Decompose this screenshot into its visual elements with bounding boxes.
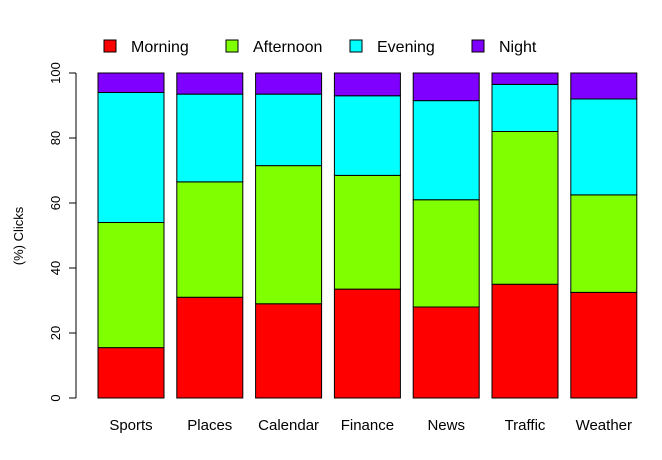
legend-swatch-afternoon bbox=[225, 39, 239, 53]
bar-calendar-afternoon bbox=[255, 165, 323, 305]
bar-finance-evening bbox=[333, 95, 401, 176]
x-tick-label-calendar: Calendar bbox=[258, 417, 319, 434]
bar-traffic-afternoon bbox=[491, 131, 559, 285]
x-tick-label-news: News bbox=[427, 417, 465, 434]
bar-weather-afternoon bbox=[570, 194, 638, 293]
bar-traffic-evening bbox=[491, 83, 559, 132]
bar-places-evening bbox=[176, 93, 244, 183]
bar-sports-night bbox=[97, 72, 165, 93]
bar-traffic-night bbox=[491, 72, 559, 85]
x-tick-label-traffic: Traffic bbox=[505, 417, 546, 434]
x-axis-labels: Sports Places Calendar Finance News Traffic We… bbox=[109, 417, 632, 434]
bar-sports-afternoon bbox=[97, 222, 165, 349]
bar-sports-morning bbox=[97, 347, 165, 399]
bar-places-night bbox=[176, 72, 244, 95]
bar-calendar-morning bbox=[255, 303, 323, 399]
bar-finance-morning bbox=[333, 288, 401, 399]
bar-news-morning bbox=[412, 306, 480, 399]
legend-label-evening: Evening bbox=[377, 39, 435, 56]
x-tick-label-weather: Weather bbox=[576, 417, 632, 434]
x-tick-label-places: Places bbox=[187, 417, 232, 434]
legend-label-afternoon: Afternoon bbox=[253, 39, 322, 56]
legend-swatch-evening bbox=[349, 39, 363, 53]
bar-finance-night bbox=[333, 72, 401, 97]
y-tick-label-0: 0 bbox=[48, 394, 63, 401]
y-tick-label-60: 60 bbox=[48, 196, 63, 210]
x-tick-label-finance: Finance bbox=[341, 417, 394, 434]
bars bbox=[97, 72, 638, 399]
bar-places-morning bbox=[176, 296, 244, 399]
bar-weather-morning bbox=[570, 291, 638, 399]
bar-news-evening bbox=[412, 100, 480, 201]
bar-finance-afternoon bbox=[333, 174, 401, 290]
y-tick-label-100: 100 bbox=[48, 62, 63, 84]
bar-places-afternoon bbox=[176, 181, 244, 298]
y-axis-title: (%) Clicks bbox=[11, 206, 26, 265]
legend: Morning Afternoon Evening Night bbox=[103, 39, 537, 56]
x-tick-label-sports: Sports bbox=[109, 417, 152, 434]
bar-news-night bbox=[412, 72, 480, 102]
y-axis: 0 20 40 60 80 100 bbox=[48, 62, 77, 402]
bar-calendar-night bbox=[255, 72, 323, 95]
bar-weather-evening bbox=[570, 98, 638, 196]
bar-calendar-evening bbox=[255, 93, 323, 167]
legend-swatch-morning bbox=[103, 39, 117, 53]
legend-swatch-night bbox=[471, 39, 485, 53]
bar-sports-evening bbox=[97, 92, 165, 223]
bar-traffic-morning bbox=[491, 283, 559, 399]
y-tick-label-20: 20 bbox=[48, 326, 63, 340]
y-tick-label-40: 40 bbox=[48, 261, 63, 275]
legend-label-night: Night bbox=[499, 39, 537, 56]
bar-weather-night bbox=[570, 72, 638, 100]
y-tick-label-80: 80 bbox=[48, 131, 63, 145]
bar-news-afternoon bbox=[412, 199, 480, 308]
legend-label-morning: Morning bbox=[131, 39, 189, 56]
